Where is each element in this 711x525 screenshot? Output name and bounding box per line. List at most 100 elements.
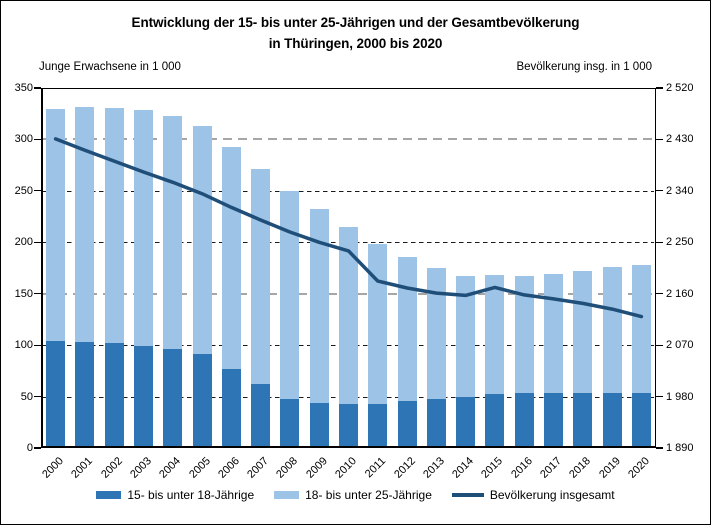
bar-15-18-2015 (485, 393, 505, 446)
y-axis-tick-left (34, 138, 41, 141)
legend-item: 18- bis unter 25-Jährige (274, 488, 432, 502)
bar-15-18-2014 (456, 396, 476, 446)
bar-15-18-2018 (573, 392, 593, 446)
y-axis-tick-left (34, 87, 41, 89)
y-axis-tick-right (656, 87, 663, 89)
y-axis-tick-right (656, 344, 663, 346)
x-axis-label-2013: 2013 (421, 455, 447, 481)
x-axis-label-2005: 2005 (186, 455, 213, 481)
legend-bar-swatch (274, 491, 300, 499)
y-axis-tick-label-right: 1 890 (666, 442, 694, 454)
chart-title-line-1: Entwicklung der 15- bis unter 25-Jährige… (131, 15, 580, 30)
bar-18-25-2006 (221, 146, 241, 369)
bar-15-18-2001 (75, 342, 95, 446)
bar-15-18-2013 (426, 398, 446, 446)
legend-bar-swatch (96, 491, 122, 499)
x-axis-label-2009: 2009 (303, 455, 330, 481)
y-axis-tick-label-left: 0 (26, 442, 33, 454)
bar-15-18-2002 (104, 343, 124, 446)
bar-15-18-2010 (339, 403, 358, 446)
bar-18-25-2019 (602, 267, 622, 393)
y-axis-tick-label-left: 100 (14, 339, 33, 352)
bar-18-25-2000 (46, 108, 66, 342)
x-axis-label-2003: 2003 (128, 455, 154, 481)
x-axis-label-2010: 2010 (333, 455, 359, 481)
y-axis-tick-right (656, 138, 663, 141)
x-axis (41, 446, 656, 448)
bar-15-18-2016 (514, 392, 534, 446)
x-axis-label-2001: 2001 (69, 455, 96, 481)
bar-18-25-2015 (485, 275, 505, 394)
y-axis-tick-label-left: 250 (14, 184, 33, 197)
bar-15-18-2017 (544, 392, 563, 446)
y-axis-tick-right (656, 395, 663, 398)
bar-15-18-2020 (631, 392, 651, 446)
legend-label: 15- bis unter 18-Jährige (127, 488, 255, 502)
x-axis-label-2008: 2008 (274, 455, 301, 481)
gridline-minor (43, 190, 654, 192)
y-axis-tick-label-left: 50 (20, 390, 33, 403)
x-axis-label-2007: 2007 (245, 455, 272, 481)
bar-18-25-2001 (75, 106, 95, 343)
x-axis-label-2011: 2011 (363, 455, 389, 481)
x-axis-label-2016: 2016 (508, 455, 535, 481)
gridline-major (43, 138, 654, 141)
bar-18-25-2009 (309, 209, 329, 403)
bar-15-18-2005 (192, 354, 212, 446)
y-axis-tick-right (656, 241, 663, 243)
bar-18-25-2002 (104, 107, 124, 344)
y-axis-tick-left (34, 241, 41, 243)
x-axis-label-2012: 2012 (391, 455, 418, 481)
y-axis-tick-left (34, 395, 41, 398)
bar-18-25-2014 (456, 276, 476, 397)
plot-top-border (41, 88, 656, 89)
bar-18-25-2020 (631, 264, 651, 393)
y-axis-tick-left (34, 190, 41, 192)
x-axis-label-2017: 2017 (538, 455, 564, 481)
x-axis-label-2002: 2002 (98, 455, 125, 481)
chart-title-line-2: in Thüringen, 2000 bis 2020 (268, 36, 443, 51)
y-axis-tick-label-right: 2 070 (666, 339, 694, 352)
x-axis-label-2015: 2015 (479, 455, 506, 481)
legend-item: 15- bis unter 18-Jährige (96, 488, 254, 502)
y-axis-tick-left (34, 447, 41, 449)
bar-18-25-2017 (544, 274, 563, 393)
bar-18-25-2008 (280, 190, 300, 399)
bar-18-25-2013 (426, 268, 446, 399)
bar-18-25-2016 (514, 276, 534, 393)
x-axis-label-2006: 2006 (216, 455, 242, 481)
plot-area: 350 300 250 200 150 100 50 0 2 520 2 430 2 340 2 25… (15, 82, 694, 481)
bar-15-18-2019 (602, 392, 622, 446)
bar-15-18-2000 (46, 341, 66, 446)
y-axis-tick-left (34, 344, 41, 346)
y-axis-tick-label-right: 2 520 (666, 82, 694, 94)
bar-15-18-2008 (280, 398, 300, 446)
y-axis-tick-label-right: 2 340 (666, 184, 694, 197)
legend-label: Bevölkerung insgesamt (489, 488, 615, 502)
y-axis-tick-label-left: 350 (14, 82, 33, 94)
y-axis-tick-label-left: 200 (14, 236, 33, 249)
y-axis-tick-label-right: 2 430 (666, 133, 694, 146)
y-axis-tick-label-left: 150 (14, 287, 33, 300)
y-axis-tick-right (656, 293, 663, 295)
y-axis-left (41, 88, 43, 448)
bar-15-18-2007 (251, 384, 271, 446)
population-line (53, 137, 644, 319)
bar-15-18-2004 (163, 349, 183, 446)
y-axis-tick-label-right: 2 160 (666, 287, 694, 300)
x-axis-label-2018: 2018 (567, 455, 594, 481)
y-axis-right (654, 88, 656, 448)
chart-title: Entwicklung der 15- bis unter 25-Jährige… (1, 12, 710, 54)
y-axis-tick-right (656, 447, 663, 449)
y-axis-tick-right (656, 190, 663, 192)
bar-18-25-2004 (163, 115, 183, 350)
bar-18-25-2010 (339, 226, 358, 404)
bar-15-18-2006 (221, 368, 241, 446)
y-axis-tick-label-right: 2 250 (666, 236, 694, 249)
x-axis-label-2019: 2019 (596, 455, 623, 481)
bar-18-25-2012 (397, 256, 417, 401)
x-axis-label-2000: 2000 (40, 455, 67, 481)
bar-15-18-2011 (368, 403, 388, 446)
left-axis-caption: Junge Erwachsene in 1 000 (39, 61, 181, 73)
y-axis-tick-label-right: 1 980 (666, 390, 694, 403)
